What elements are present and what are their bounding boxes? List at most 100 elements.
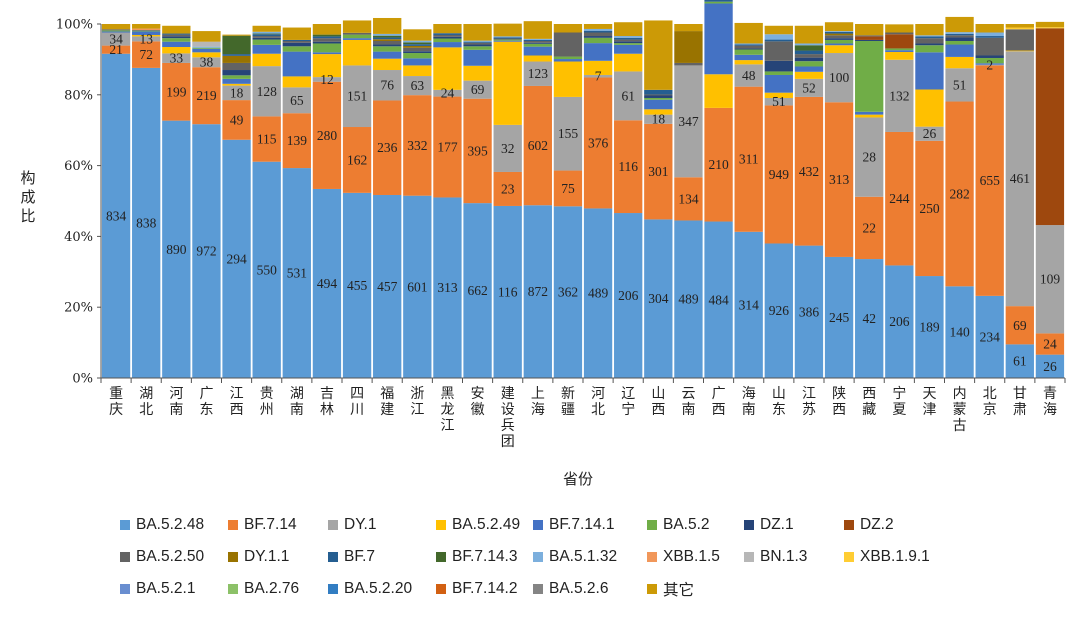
data-label-BA-5-2-48-1: 838 (136, 215, 157, 230)
bar-BA-5-1-32-9 (373, 33, 402, 36)
bar-其它-15 (553, 24, 583, 33)
bar-BF-7-14-1-26 (885, 50, 914, 52)
bar-BF-7-14-22 (764, 105, 793, 244)
bar-BF-7-14-3-23 (794, 45, 824, 51)
bar-BF-7-14-29 (975, 65, 1004, 296)
data-label-DY-1-16: 7 (595, 69, 602, 84)
x-tick-label: 贵州 (260, 386, 274, 418)
bar-BF-7-14-14 (523, 85, 552, 206)
data-label-DY-1-26: 132 (889, 88, 909, 103)
legend-item: BA.5.1.32 (533, 546, 617, 568)
legend-swatch (436, 584, 446, 594)
bar-BA-5-2-6 (282, 46, 311, 52)
bar-BA-5-2-48-17 (614, 213, 643, 378)
bar-BA-5-2-50-7 (312, 38, 342, 42)
data-label-BF-7-14-4: 49 (230, 112, 244, 127)
y-tick-label: 80% (64, 88, 93, 103)
bar-BF-7-14-1-11 (433, 42, 462, 48)
bar-BF-7-23 (794, 50, 824, 55)
bar-DY-1-2 (162, 53, 191, 63)
x-tick-label: 辽宁 (621, 386, 635, 418)
data-label-DY-1-11: 24 (441, 86, 455, 101)
bar-DZ-1-16 (583, 36, 613, 38)
data-label-BF-7-14-19: 134 (678, 191, 699, 206)
bar-BF-7-14-1-13 (493, 40, 522, 42)
bar-BF-7-14-1-5 (252, 44, 281, 54)
bar-BA-5-2-49-11 (433, 47, 462, 90)
y-tick-label: 0% (72, 372, 93, 387)
data-label-DY-1-4: 18 (230, 85, 244, 100)
legend-label: BN.1.3 (760, 548, 808, 565)
bar-BA-5-2-49-1 (132, 34, 161, 37)
bar-DY-1-3 (192, 57, 221, 68)
bar-BA-5-2-50-2 (162, 34, 191, 37)
bar-BA-5-2-48-13 (493, 205, 522, 378)
bar-BF-7-14-1-22 (764, 74, 793, 93)
bar-BA-5-2-50-16 (583, 32, 613, 37)
bar-BF-7-6 (282, 39, 311, 41)
bar-其它-26 (885, 24, 914, 33)
bar-BF-7-14-28 (945, 101, 974, 287)
x-tick-label: 河北 (591, 386, 605, 418)
legend-swatch (120, 520, 130, 530)
bar-BA-5-2-49-28 (945, 56, 974, 69)
data-label-BF-7-14-6: 139 (287, 133, 308, 148)
bar-DY-1-1 (132, 36, 161, 42)
x-tick-label: 陕西 (832, 386, 846, 418)
bar-BA-5-2-49-14 (523, 55, 552, 62)
bar-DZ-1-17 (614, 41, 643, 44)
bar-BF-7-14-1-0 (101, 31, 131, 33)
x-tick-label: 新疆 (561, 386, 575, 418)
data-label-DY-1-17: 61 (621, 88, 635, 103)
bar-DZ-1-29 (975, 55, 1004, 58)
bar-BA-5-2-48-11 (433, 197, 462, 378)
bar-BA-5-2-48-1 (132, 67, 161, 379)
bar-BF-7-14-1-27 (915, 52, 944, 90)
bar-其它-31 (1035, 21, 1065, 28)
bar-其它-22 (764, 25, 793, 35)
bar-BA-5-2-49-4 (222, 83, 251, 86)
bar-BF-7-14-3-5 (252, 33, 281, 35)
bar-BA-5-2-26 (885, 48, 914, 51)
bar-其它-21 (734, 22, 763, 44)
legend-label: BA.5.2.50 (136, 548, 205, 565)
bar-BF-7-28 (945, 33, 974, 36)
x-tick-label: 湖南 (290, 386, 304, 418)
data-label-BA-5-2-48-30: 61 (1013, 354, 1027, 369)
bar-DY-1-1-24 (824, 33, 854, 36)
bar-其它-5 (252, 25, 281, 32)
bar-DZ-1-2 (162, 36, 191, 39)
legend-item: XBB.1.5 (647, 546, 720, 568)
bar-DZ-1-9 (373, 44, 402, 47)
bar-BF-7-14-10 (403, 95, 432, 196)
bar-BA-5-2-49-30 (1005, 50, 1034, 52)
data-label-BF-7-14-3: 219 (196, 88, 217, 103)
bar-BA-5-2-50-27 (915, 38, 944, 44)
bar-DY-1-1-4 (222, 55, 251, 63)
bar-BF-7-14-3 (192, 67, 221, 125)
bar-BA-5-2-49-12 (463, 65, 492, 81)
bar-BA-5-2-21 (734, 49, 763, 55)
bar-其它-24 (824, 22, 854, 32)
bar-DZ-1-5 (252, 37, 281, 40)
bar-DZ-1-22 (764, 60, 793, 72)
bar-BF-7-10 (403, 44, 432, 46)
legend-label: BA.5.2.6 (549, 580, 609, 597)
bar-BA-5-2-28 (945, 40, 974, 45)
data-label-DY-1-29: 2 (986, 58, 993, 73)
x-axis: 重庆湖北河南广东江西贵州湖南吉林四川福建浙江黑龙江安徽建设兵团上海新疆河北辽宁山… (100, 377, 1066, 450)
bar-BF-7-14-13 (493, 171, 522, 206)
bar-BA-5-2-49-3 (192, 52, 221, 58)
bar-BA-5-2-50-26 (885, 32, 914, 35)
bar-BA-5-2-10 (403, 53, 432, 59)
bar-其它-17 (614, 22, 643, 37)
x-tick-label: 吉林 (320, 386, 334, 418)
legend-label: BA.5.2.1 (136, 580, 196, 597)
data-label-BF-7-14-14: 602 (528, 138, 548, 153)
bar-BA-5-2-49-10 (403, 65, 432, 77)
bar-BN-1-3-3 (192, 41, 221, 47)
bar-BA-5-1-32-23 (794, 43, 824, 46)
bar-BA-5-2-49-25 (855, 114, 884, 118)
data-label-BA-5-2-48-9: 457 (377, 279, 398, 294)
data-label-BA-5-2-48-12: 662 (467, 283, 487, 298)
